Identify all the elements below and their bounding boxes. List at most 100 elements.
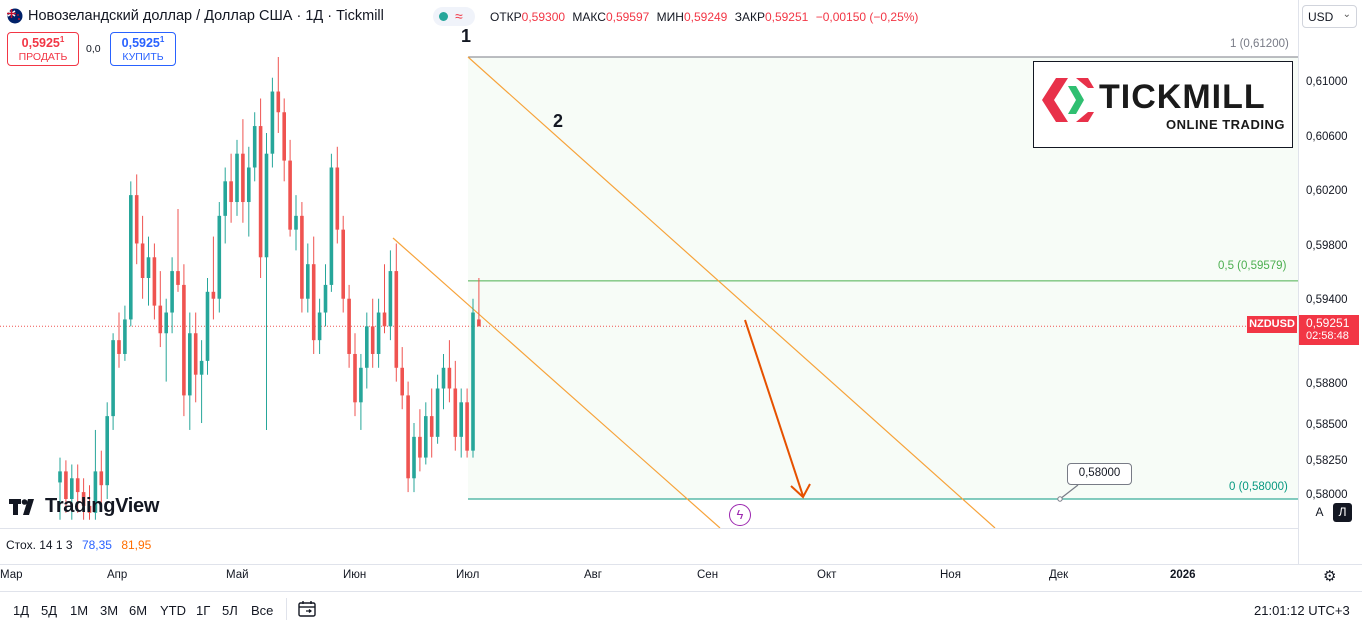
candle-body (388, 271, 393, 327)
time-label: Авг (584, 569, 602, 581)
timeframe-button[interactable]: 6М (129, 603, 148, 618)
candle-body (211, 291, 216, 299)
candle-body (365, 326, 369, 368)
sell-button[interactable]: 0,59251 ПРОДАТЬ (7, 32, 79, 66)
candle-body (353, 353, 357, 403)
currency-selector[interactable]: USD ⌄ (1302, 5, 1357, 28)
candle-body (81, 492, 86, 506)
channel-upper-line (467, 56, 996, 528)
candle-body (453, 388, 458, 437)
timeframe-button[interactable]: 5Л (222, 603, 238, 618)
calendar-range-icon[interactable] (298, 600, 316, 617)
candle-body (58, 471, 62, 483)
timeframe-button[interactable]: YTD (160, 603, 186, 618)
sell-price: 0,59251 (21, 35, 65, 51)
buy-button[interactable]: 0,59251 КУПИТЬ (110, 32, 176, 66)
price-scale-divider (1298, 0, 1299, 564)
candle-body (229, 181, 233, 203)
lightning-event-icon[interactable]: ϟ (729, 504, 751, 526)
low-label: МИН (656, 10, 684, 24)
forecast-arrow-head (790, 483, 811, 499)
timeframe-button[interactable]: 1Д (13, 603, 30, 618)
low-value: 0,59249 (683, 10, 728, 24)
candle-body (471, 312, 475, 451)
timeframe-button[interactable]: 3М (100, 603, 119, 618)
candle-body (123, 319, 127, 354)
symbol-price-badge: NZDUSD (1247, 316, 1297, 333)
last-price-value: 0,59251 (1306, 316, 1350, 330)
fib-level-05-label: 0,5 (0,59579) (1218, 260, 1287, 272)
forecast-arrow-line (744, 319, 804, 497)
candle-body (75, 478, 80, 493)
timeframe-button[interactable]: 5Д (41, 603, 58, 618)
stoch-k-value: 78,35 (81, 538, 112, 552)
timeframe-button[interactable]: Все (251, 603, 274, 618)
gear-icon[interactable]: ⚙ (1323, 568, 1337, 585)
candle-body (64, 471, 68, 499)
candle-body (459, 402, 463, 437)
price-tick: 0,58800 (1306, 378, 1348, 390)
candle-body (164, 312, 168, 334)
candle-body (400, 367, 404, 396)
candle-body (134, 195, 139, 244)
candle-body (111, 340, 115, 417)
candle-body (152, 257, 157, 306)
candle-body (435, 388, 440, 437)
candle-body (359, 367, 363, 403)
indicator-name: Стох. 14 1 3 (6, 538, 73, 552)
fib-level-0-label: 0 (0,58000) (1229, 481, 1288, 493)
timeframe-button[interactable]: 1Г (196, 603, 211, 618)
candle-body (447, 367, 452, 389)
wave-label-2[interactable]: 2 (553, 111, 564, 131)
price-tick: 0,58250 (1306, 455, 1348, 467)
buy-label: КУПИТЬ (122, 51, 164, 64)
candle-body (382, 312, 387, 327)
wave-label-1[interactable]: 1 (461, 26, 472, 46)
candle-body (335, 167, 340, 230)
candle-body (99, 471, 104, 486)
price-tick: 0,60200 (1306, 185, 1348, 197)
high-label: МАКС (572, 10, 606, 24)
toolbar-separator (286, 598, 287, 620)
candle-body (217, 215, 222, 299)
candle-body (376, 312, 381, 354)
callout-pointer (1059, 484, 1079, 500)
log-scale-button[interactable]: Л (1333, 503, 1352, 522)
candle-body (70, 478, 74, 499)
candle-body (424, 416, 428, 458)
open-label: ОТКР (490, 10, 522, 24)
candle-body (370, 326, 375, 354)
symbol-title[interactable]: Новозеландский доллар / Доллар США · 1Д … (28, 8, 384, 24)
timeframe-button[interactable]: 1М (70, 603, 89, 618)
tradingview-logo[interactable]: TradingView (9, 495, 159, 518)
candle-body (170, 271, 174, 313)
candle-body (140, 243, 145, 278)
time-label: Май (226, 569, 249, 581)
time-label: Мар (0, 569, 23, 581)
pane-divider[interactable] (0, 528, 1298, 529)
candle-body (270, 91, 275, 154)
candle-body (347, 298, 351, 354)
candle-body (158, 305, 163, 334)
time-label: Ноя (940, 569, 961, 581)
candle-body (341, 229, 345, 299)
sell-label: ПРОДАТЬ (18, 51, 68, 64)
candle-body (188, 333, 192, 396)
time-label: Июл (456, 569, 480, 581)
candle-body (406, 395, 410, 479)
candle-body (311, 264, 316, 341)
time-label: Июн (343, 569, 367, 581)
tickmill-wordmark: TICKMILL (1099, 78, 1266, 116)
ohlc-legend: ОТКР0,59300 МАКС0,59597 МИН0,59249 ЗАКР0… (490, 10, 922, 24)
target-price-callout[interactable]: 0,58000 (1067, 463, 1132, 485)
tickmill-tagline: ONLINE TRADING (1166, 117, 1285, 132)
utc-clock[interactable]: 21:01:12 UTC+3 (1254, 603, 1350, 618)
candle-body (276, 91, 281, 113)
stochastic-legend[interactable]: Стох. 14 1 3 78,35 81,95 (6, 538, 151, 552)
auto-scale-button[interactable]: A (1315, 505, 1324, 519)
callout-anchor (1057, 496, 1063, 502)
time-label: Сен (697, 569, 719, 581)
market-status-pill[interactable]: ≈ (433, 7, 475, 26)
candle-body (199, 360, 204, 375)
time-label: Дек (1049, 569, 1069, 581)
